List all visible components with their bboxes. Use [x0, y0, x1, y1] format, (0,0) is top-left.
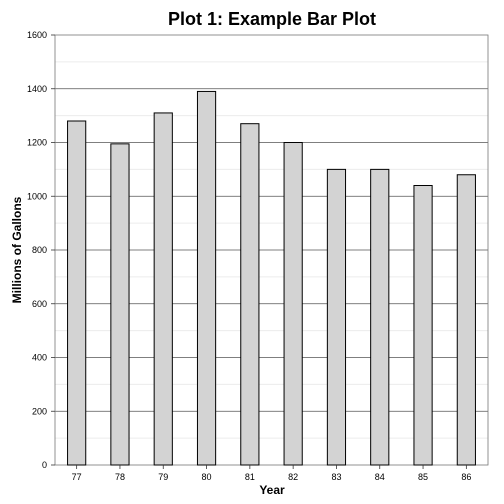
- y-tick-label: 1000: [27, 191, 47, 201]
- bar-84: [370, 168, 390, 466]
- x-tick-label: 79: [158, 472, 168, 482]
- x-tick-label: 85: [418, 472, 428, 482]
- bar-80: [196, 90, 217, 466]
- x-tick-label: 80: [202, 472, 212, 482]
- bar-78: [110, 143, 130, 466]
- bar-79: [153, 112, 173, 466]
- chart-title: Plot 1: Example Bar Plot: [168, 9, 376, 29]
- bar-82: [283, 142, 303, 466]
- bar-77: [67, 120, 87, 466]
- x-tick-label: 84: [375, 472, 385, 482]
- x-axis-label: Year: [259, 483, 285, 497]
- bar-81: [240, 123, 260, 466]
- x-tick-label: 77: [72, 472, 82, 482]
- x-tick-label: 78: [115, 472, 125, 482]
- x-tick-label: 83: [331, 472, 341, 482]
- y-tick-label: 1600: [27, 30, 47, 40]
- x-axis: 77 78 79 80 81 82 83 84 85 86: [72, 465, 471, 482]
- y-axis-label: Millions of Gallons: [10, 196, 24, 303]
- x-tick-label: 86: [461, 472, 471, 482]
- bar-86: [456, 174, 476, 466]
- y-tick-label: 800: [32, 245, 47, 255]
- x-tick-label: 82: [288, 472, 298, 482]
- y-tick-label: 200: [32, 406, 47, 416]
- y-tick-label: 1200: [27, 138, 47, 148]
- bar-85: [413, 185, 433, 466]
- y-tick-label: 1400: [27, 84, 47, 94]
- y-tick-label: 600: [32, 299, 47, 309]
- x-tick-label: 81: [245, 472, 255, 482]
- y-tick-label: 0: [42, 460, 47, 470]
- bars: [67, 90, 476, 466]
- y-axis: 0 200 400 600 800 1000 1200 1400 1600: [27, 30, 55, 470]
- y-tick-label: 400: [32, 353, 47, 363]
- bar-83: [326, 168, 347, 466]
